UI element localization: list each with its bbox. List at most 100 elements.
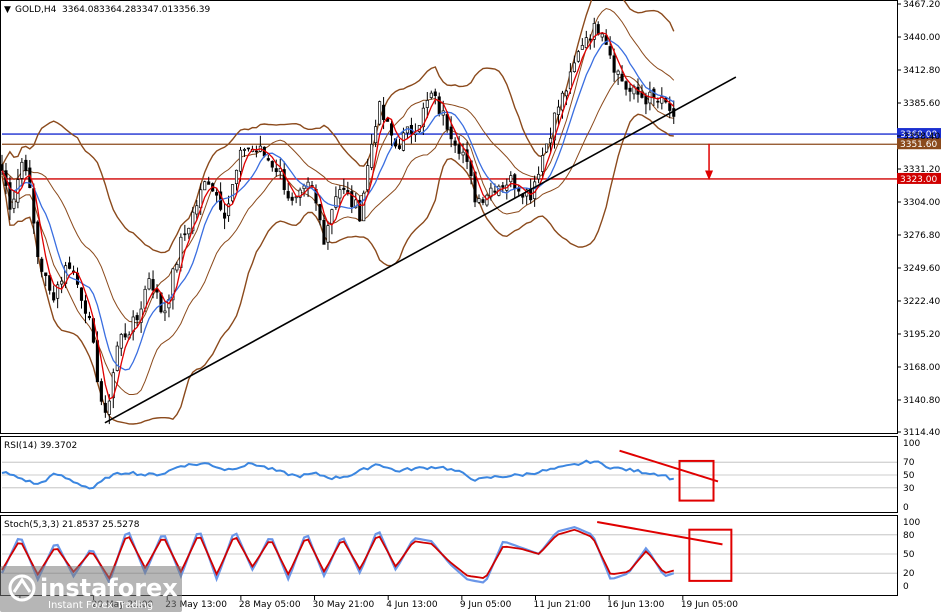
candle-body: [163, 310, 167, 314]
candle-body: [350, 191, 354, 207]
candle-body: [608, 46, 612, 56]
rsi-panel: [0, 436, 898, 513]
rsi-line: [1, 459, 674, 490]
candle-body: [290, 196, 294, 201]
main-price-panel: [0, 0, 898, 434]
ohlc-high: 3364.28: [99, 5, 136, 15]
candle-body: [103, 402, 107, 413]
watermark-tagline: Instant Forex Trading: [48, 600, 153, 611]
level-price-label: 3323.00: [900, 175, 937, 185]
rsi-axis-label: 100: [903, 439, 920, 449]
candle-body: [513, 174, 517, 189]
watermark-brand: instaforex: [40, 574, 178, 602]
candle-body: [545, 143, 549, 153]
candle-body: [624, 81, 628, 90]
candle-body: [330, 209, 334, 225]
instaforex-watermark: instaforex Instant Forex Trading: [0, 566, 182, 612]
y-tick-label: 3222.40: [903, 297, 940, 307]
candle-body: [425, 100, 429, 108]
candle-body: [270, 161, 274, 168]
y-tick-label: 3304.00: [903, 198, 940, 208]
stoch-axis-label: 0: [903, 582, 909, 592]
y-tick-label: 3276.80: [903, 231, 940, 241]
candle-body: [556, 106, 561, 115]
candle-body: [354, 199, 358, 209]
level-price-tag: [897, 138, 941, 150]
candle-body: [445, 114, 449, 130]
ohlc-close: 3356.39: [173, 5, 210, 15]
candle-body: [501, 185, 505, 188]
ohlc-low: 3347.01: [136, 5, 173, 15]
candle-body: [509, 175, 513, 183]
candle-body: [151, 279, 155, 291]
candle-body: [36, 221, 40, 258]
candle-body: [656, 100, 660, 103]
candle-body: [461, 151, 465, 156]
candle-body: [592, 23, 596, 40]
candle-body: [433, 91, 437, 96]
x-tick-label: 19 Jun 05:00: [681, 600, 738, 610]
stoch-axis-label: 80: [903, 531, 915, 541]
candle-body: [99, 381, 103, 402]
candle-body: [584, 37, 588, 48]
candle-body: [374, 126, 378, 144]
candle-body: [119, 334, 123, 349]
x-tick-label: 30 May 21:00: [313, 600, 375, 610]
candle-body: [111, 372, 115, 399]
collapse-arrow-icon[interactable]: ▼: [4, 5, 11, 15]
rsi-axis-label: 70: [903, 458, 915, 468]
ma-fast-line: [1, 32, 675, 401]
candle-body: [12, 198, 16, 209]
candle-body: [318, 203, 322, 221]
level-price-tag: [897, 128, 941, 140]
candle-body: [147, 278, 151, 290]
x-tick-label: 9 Jun 05:00: [460, 600, 512, 610]
candle-body: [477, 198, 481, 203]
candle-body: [362, 192, 366, 222]
candle-body: [8, 182, 12, 210]
candle-body: [282, 169, 286, 190]
candle-body: [286, 191, 290, 199]
level-price-tag: [897, 172, 941, 184]
level-price-label: 3351.60: [900, 140, 937, 150]
candle-body: [370, 144, 374, 168]
stoch-axis-label: 20: [903, 569, 915, 579]
candle-body: [223, 212, 227, 219]
candle-body: [171, 268, 175, 301]
candle-body: [294, 196, 298, 199]
candle-body: [429, 92, 433, 98]
candle-body: [572, 62, 576, 72]
y-tick-label: 3140.80: [903, 396, 940, 406]
candle-body: [183, 233, 187, 236]
rsi-label: RSI(14) 39.3702: [4, 441, 77, 451]
ohlc-open: 3364.08: [62, 5, 99, 15]
candle-body: [0, 164, 4, 171]
y-tick-label: 3358.40: [903, 132, 940, 142]
candle-body: [44, 272, 48, 276]
candle-body: [274, 168, 278, 173]
candle-body: [107, 400, 111, 415]
candle-body: [298, 189, 302, 198]
candle-body: [620, 73, 624, 82]
candle-body: [628, 87, 632, 92]
candle-body: [238, 149, 243, 172]
y-tick-label: 3440.00: [903, 33, 940, 43]
candle-body: [564, 90, 568, 97]
x-tick-label: 23 May 13:00: [165, 600, 227, 610]
candle-body: [52, 292, 56, 301]
candle-body: [155, 289, 159, 293]
candle-body: [135, 315, 139, 321]
stoch-divergence-line: [596, 521, 723, 546]
watermark-background: [0, 566, 182, 612]
candle-body: [123, 333, 127, 338]
stoch-label: Stoch(5,3,3) 21.8537 25.5278: [4, 520, 140, 530]
ma-slow-line: [1, 39, 675, 371]
candle-body: [537, 173, 541, 180]
ascending-trendline: [104, 76, 737, 424]
candle-body: [401, 132, 406, 151]
stoch-axis-label: 100: [903, 518, 920, 528]
candle-body: [334, 196, 338, 208]
candle-body: [60, 280, 64, 285]
candle-body: [79, 287, 84, 301]
envelope-upper-line: [1, 7, 675, 324]
